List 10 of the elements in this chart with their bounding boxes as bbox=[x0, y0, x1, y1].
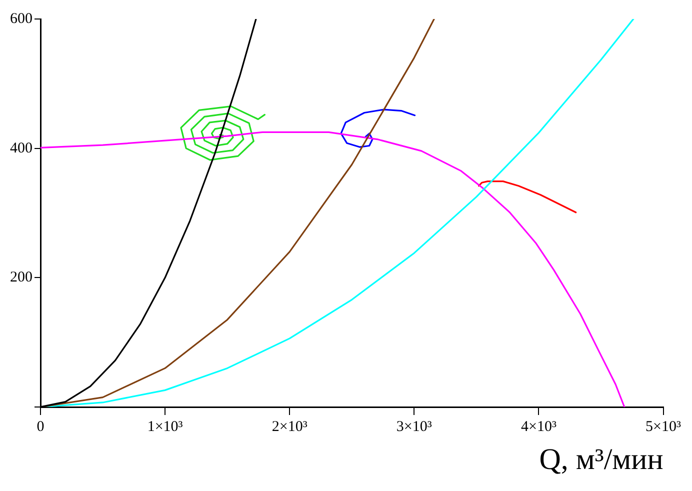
x-tick-label: 1×10³ bbox=[147, 418, 184, 435]
x-axis-title: Q, м³/мин bbox=[539, 442, 664, 476]
y-tick-label: 200 bbox=[10, 270, 32, 286]
y-tick-label: 400 bbox=[10, 140, 32, 156]
x-tick-label: 2×10³ bbox=[272, 418, 308, 435]
y-tick-label: 600 bbox=[10, 10, 32, 27]
x-tick-label: 0 bbox=[36, 418, 44, 435]
x-tick-label: 4×10³ bbox=[520, 418, 557, 435]
x-tick-label: 3×10³ bbox=[396, 418, 432, 435]
x-tick-label: 5×10³ bbox=[646, 418, 682, 435]
